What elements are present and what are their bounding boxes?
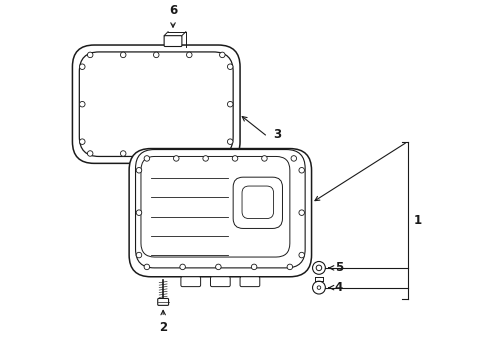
Circle shape <box>87 151 93 156</box>
Circle shape <box>186 151 192 156</box>
FancyBboxPatch shape <box>210 277 230 287</box>
Circle shape <box>144 156 149 161</box>
Circle shape <box>290 156 296 161</box>
Circle shape <box>136 252 142 258</box>
Circle shape <box>153 151 159 156</box>
Circle shape <box>261 156 266 161</box>
Circle shape <box>286 264 292 270</box>
Circle shape <box>298 167 304 173</box>
Circle shape <box>120 151 126 156</box>
Circle shape <box>227 64 232 69</box>
Circle shape <box>232 156 237 161</box>
Circle shape <box>120 52 126 58</box>
Circle shape <box>80 102 85 107</box>
Text: 2: 2 <box>159 321 167 334</box>
Circle shape <box>215 264 221 270</box>
FancyBboxPatch shape <box>79 52 233 157</box>
Circle shape <box>251 264 256 270</box>
FancyBboxPatch shape <box>240 277 259 287</box>
FancyBboxPatch shape <box>158 298 168 305</box>
FancyBboxPatch shape <box>72 45 240 163</box>
Text: 1: 1 <box>413 214 421 227</box>
Circle shape <box>317 286 320 289</box>
Circle shape <box>153 52 159 58</box>
Circle shape <box>136 167 142 173</box>
Circle shape <box>312 281 325 294</box>
Text: 5: 5 <box>334 261 342 274</box>
Circle shape <box>136 210 142 215</box>
Circle shape <box>227 102 232 107</box>
Circle shape <box>80 64 85 69</box>
FancyBboxPatch shape <box>129 149 311 277</box>
FancyBboxPatch shape <box>164 36 182 46</box>
Text: 4: 4 <box>334 281 342 294</box>
Circle shape <box>298 210 304 215</box>
FancyBboxPatch shape <box>181 277 200 287</box>
Circle shape <box>144 264 149 270</box>
Circle shape <box>186 52 192 58</box>
Circle shape <box>298 252 304 258</box>
Text: 6: 6 <box>168 4 177 17</box>
Circle shape <box>219 151 224 156</box>
Circle shape <box>316 265 321 271</box>
Circle shape <box>87 52 93 58</box>
Circle shape <box>219 52 224 58</box>
Text: 3: 3 <box>273 128 281 141</box>
Circle shape <box>227 139 232 144</box>
Circle shape <box>180 264 185 270</box>
Circle shape <box>203 156 208 161</box>
Circle shape <box>80 139 85 144</box>
Circle shape <box>173 156 179 161</box>
Circle shape <box>312 261 325 274</box>
